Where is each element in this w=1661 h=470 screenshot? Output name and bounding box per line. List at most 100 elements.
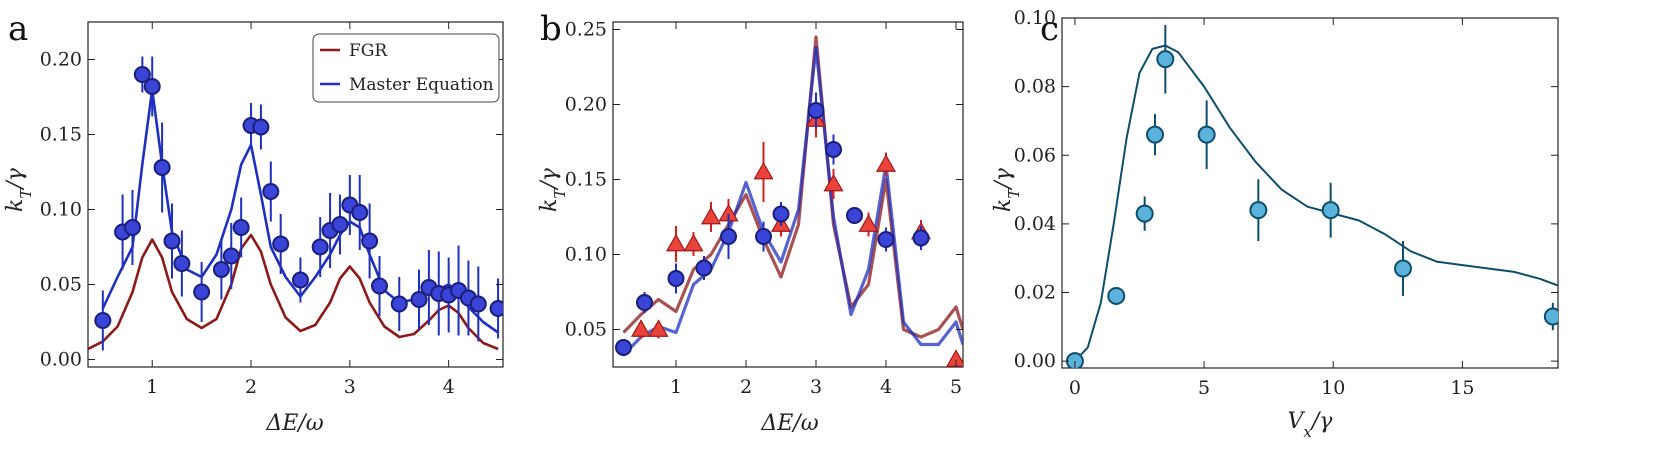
- data-point-circle: [390, 295, 408, 313]
- data-point-circle: [1249, 201, 1268, 220]
- data-point-circle: [695, 259, 713, 277]
- ticks-a: 1 2 3 4 0.00 0.05 0.10 0.15 0.20: [40, 22, 503, 398]
- data-point-circle: [232, 219, 250, 236]
- y-tick-label: 0.05: [565, 319, 607, 341]
- series-line-red-line: [622, 35, 963, 339]
- data-point-circle: [173, 255, 191, 272]
- data-point-circle: [262, 183, 280, 200]
- data-point-circle: [1543, 307, 1558, 326]
- y-tick-label: 0.15: [40, 124, 82, 146]
- y-tick-label: 0.10: [565, 244, 607, 266]
- y-tick-label: 0.20: [40, 49, 82, 71]
- data-point-circle: [272, 235, 290, 253]
- data-point-triangle: [875, 154, 897, 172]
- series-line-blue-line: [622, 45, 963, 357]
- data-point-circle: [846, 207, 863, 224]
- data-point-circle: [636, 294, 653, 311]
- data-point-circle: [252, 118, 270, 136]
- plot-frame-b: [612, 21, 964, 368]
- x-axis-title-a: ΔE/ω: [265, 411, 323, 436]
- data-point-circle: [469, 295, 487, 313]
- ticks-c: 0 5 10 15 0.00 0.02 0.04 0.06 0.08 0.10: [1014, 7, 1558, 399]
- data-point-circle: [361, 232, 379, 250]
- x-tick-label: 2: [740, 376, 752, 398]
- plot-area-a: [88, 56, 503, 351]
- panel-a: 1 2 3 4 0.00 0.05 0.10 0.15 0.20 ΔE/ω kT/γ FGR M…: [3, 21, 504, 436]
- panel-b: 1 2 3 4 5 0.05 0.10 0.15 0.20 0.25 ΔE/ω kT/γ: [537, 19, 964, 436]
- data-point-circle: [222, 247, 240, 265]
- data-point-circle: [123, 219, 141, 236]
- data-point-circle: [615, 339, 632, 356]
- y-tick-label: 0.10: [1014, 7, 1056, 29]
- legend-label-fgr: FGR: [349, 41, 388, 61]
- y-tick-label: 0.02: [1014, 282, 1056, 304]
- x-tick-label: 4: [880, 376, 892, 398]
- data-point-circle: [311, 238, 329, 256]
- data-point-triangle: [858, 214, 879, 232]
- x-axis-title-c: Vx/γ: [1288, 409, 1334, 441]
- data-point-circle: [351, 204, 369, 221]
- data-point-circle: [94, 312, 112, 329]
- data-point-triangle: [665, 233, 687, 252]
- data-point-triangle: [648, 319, 669, 337]
- x-tick-label: 5: [1198, 377, 1210, 399]
- y-tick-label: 0.10: [40, 199, 82, 221]
- x-tick-label: 5: [950, 376, 962, 398]
- panel-c: 0 5 10 15 0.00 0.02 0.04 0.06 0.08 0.10 Vx/γ kT/γ: [991, 7, 1559, 441]
- plot-area-b: [615, 35, 963, 367]
- x-tick-label: 4: [443, 376, 455, 398]
- x-tick-label: 15: [1450, 377, 1474, 399]
- series-line-theory: [1074, 44, 1558, 362]
- data-point-circle: [772, 205, 790, 223]
- data-point-circle: [163, 232, 181, 250]
- y-tick-label: 0.08: [1014, 76, 1056, 98]
- data-point-circle: [1394, 259, 1412, 278]
- data-point-circle: [1197, 125, 1216, 144]
- x-tick-label: 1: [670, 376, 682, 398]
- data-point-circle: [1146, 125, 1164, 144]
- series-line-fgr: [88, 233, 499, 351]
- data-point-circle: [825, 141, 842, 158]
- data-point-triangle: [823, 173, 844, 192]
- legend-label-master-equation: Master Equation: [349, 75, 494, 95]
- data-point-circle: [489, 300, 503, 317]
- data-point-circle: [807, 102, 825, 119]
- data-point-circle: [153, 159, 171, 176]
- data-point-circle: [212, 261, 230, 278]
- y-axis-title-c: kT/γ: [991, 167, 1023, 212]
- y-tick-label: 0.05: [40, 274, 82, 296]
- y-tick-label: 0.00: [40, 349, 82, 371]
- data-point-circle: [877, 231, 895, 248]
- data-point-circle: [720, 228, 737, 245]
- y-tick-label: 0.06: [1014, 144, 1056, 166]
- data-point-circle: [1135, 204, 1154, 223]
- data-point-triangle: [630, 319, 652, 337]
- y-axis-title-b: kT/γ: [537, 167, 569, 212]
- y-tick-label: 0.15: [565, 169, 607, 191]
- data-point-circle: [912, 229, 930, 247]
- panel-letter-a: a: [8, 9, 28, 49]
- data-point-circle: [667, 270, 685, 287]
- data-point-circle: [291, 271, 309, 289]
- data-point-circle: [755, 228, 772, 245]
- legend-a: FGR Master Equation: [312, 33, 500, 103]
- data-point-circle: [331, 216, 349, 233]
- data-point-circle: [410, 291, 428, 308]
- data-point-circle: [193, 283, 211, 301]
- plot-frame-c: [1061, 17, 1559, 369]
- data-point-circle: [143, 78, 161, 95]
- y-tick-label: 0.25: [565, 19, 607, 41]
- x-tick-label: 1: [146, 376, 158, 398]
- y-axis-title-a: kT/γ: [3, 167, 35, 212]
- x-axis-title-b: ΔE/ω: [760, 411, 818, 436]
- data-point-circle: [133, 66, 151, 83]
- legend-box: [312, 33, 500, 103]
- panel-letter-b: b: [540, 9, 562, 49]
- ticks-b: 1 2 3 4 5 0.05 0.10 0.15 0.20 0.25: [565, 19, 963, 398]
- plot-frame-a: [87, 21, 504, 368]
- x-tick-label: 10: [1321, 377, 1345, 399]
- data-point-circle: [1156, 50, 1175, 69]
- data-point-triangle: [683, 233, 704, 252]
- x-tick-label: 3: [810, 376, 822, 398]
